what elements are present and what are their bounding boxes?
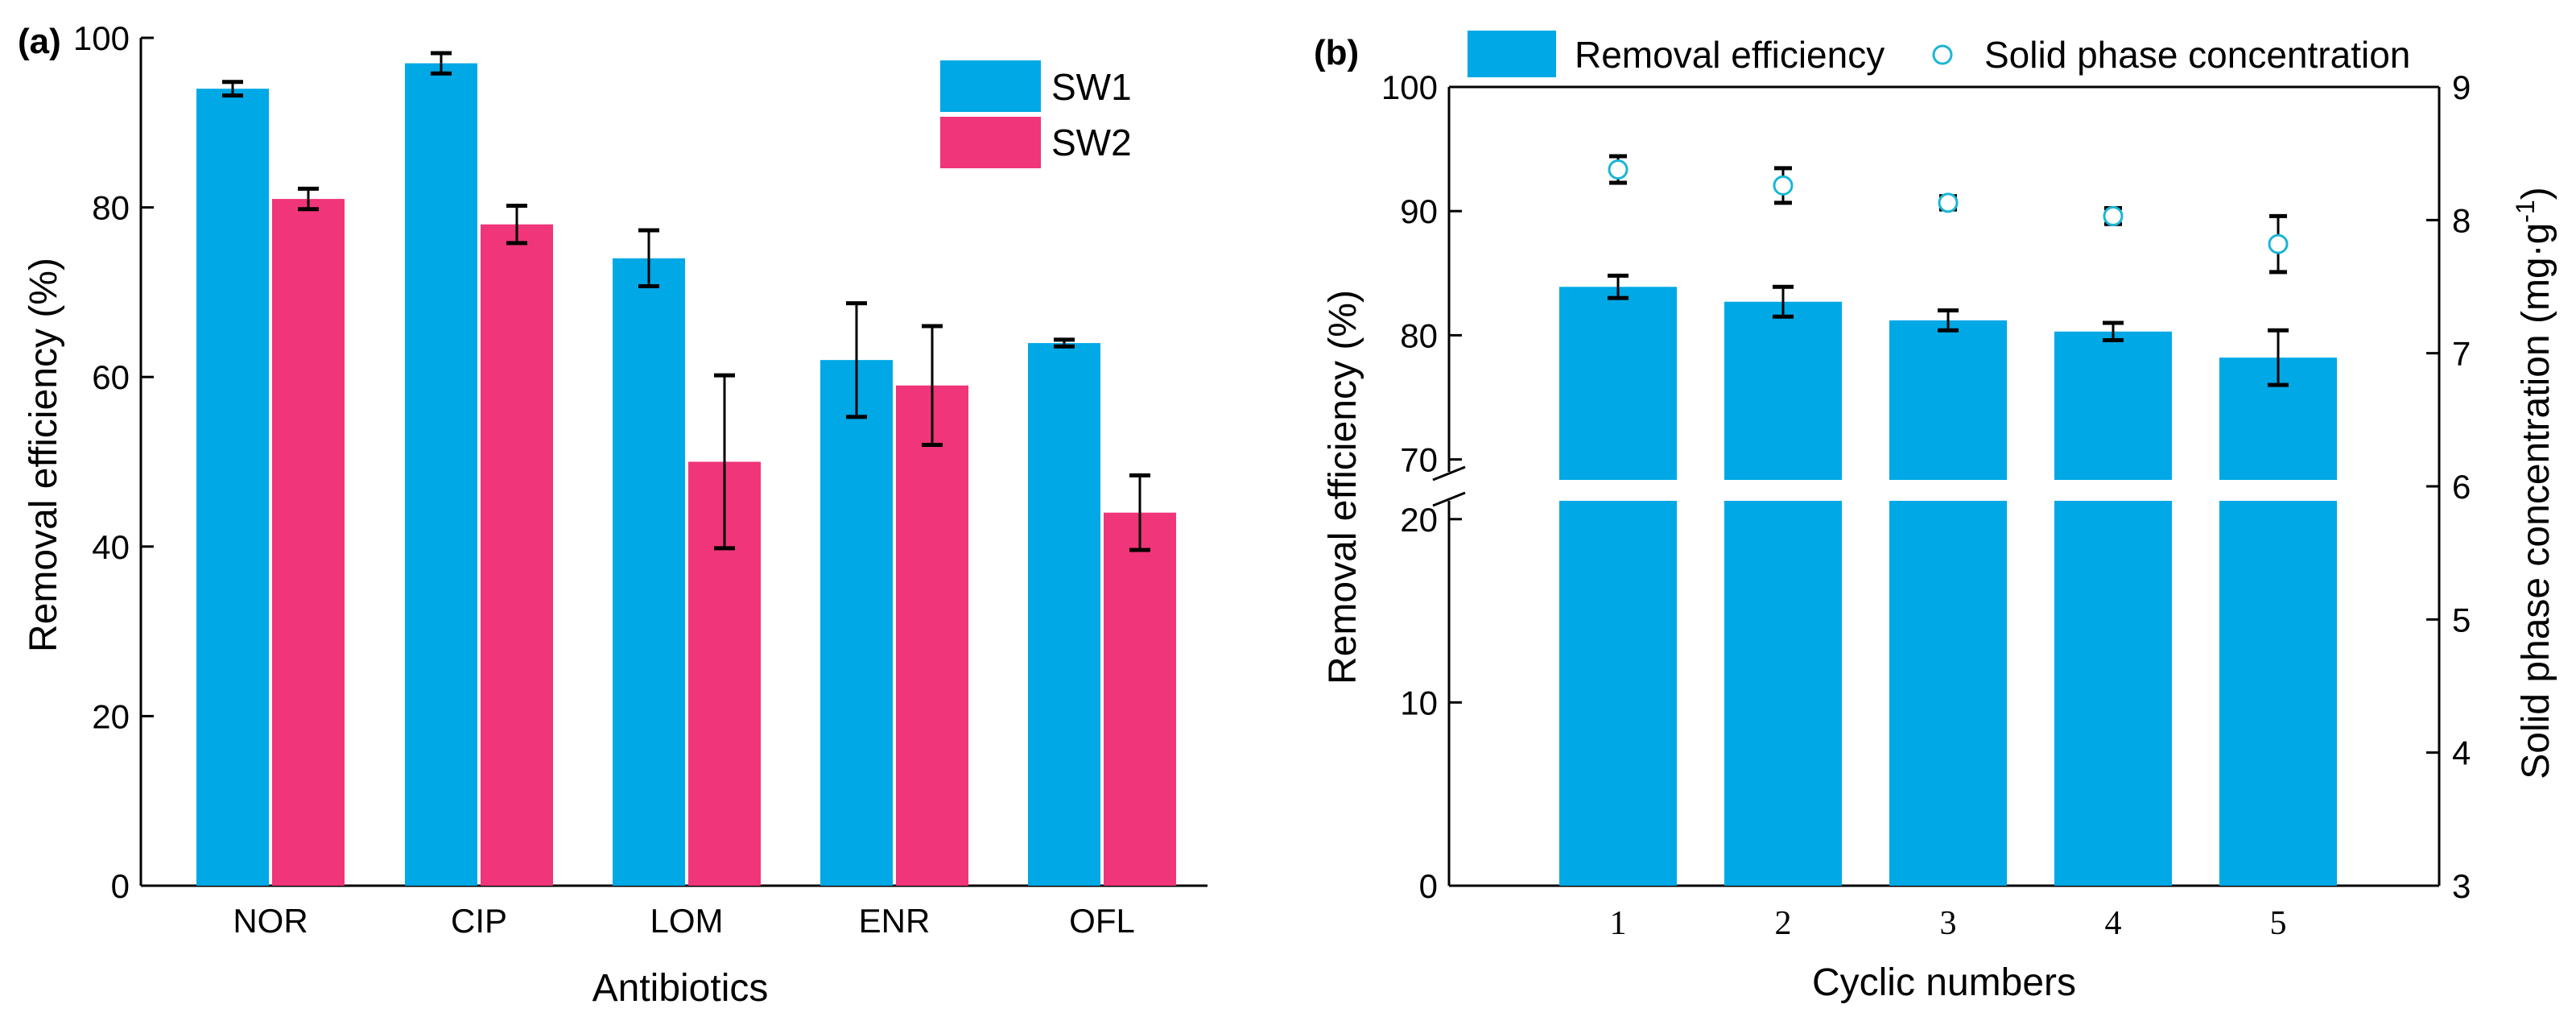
b-bar-upper (2054, 331, 2172, 480)
legend-swatch-removal (1468, 31, 1556, 77)
a-y-tick-label: 100 (73, 19, 130, 57)
b-y2-tick-label: 4 (2452, 734, 2471, 772)
a-x-tick-label: CIP (451, 902, 507, 940)
b-y-tick-label: 0 (1419, 867, 1438, 905)
b-point (1938, 192, 1959, 213)
a-bar-sw1 (405, 63, 477, 887)
b-y-tick-label: 80 (1400, 316, 1438, 354)
a-bar-sw2 (272, 199, 345, 886)
b-point (2268, 234, 2289, 254)
b-bar-lower (2054, 501, 2172, 886)
legend-label-sw1: SW1 (1051, 66, 1132, 108)
legend-label-removal: Removal efficiency (1575, 34, 1885, 76)
a-x-ticks: NOR CIP LOM ENR OFL (233, 902, 1135, 940)
b-y-tick-label: 100 (1381, 68, 1438, 106)
b-points (1608, 154, 2289, 275)
b-y-tick-label: 70 (1400, 441, 1438, 479)
b-y2-title-main: Solid phase concentration (mg·g (2515, 223, 2557, 779)
b-x-title: Cyclic numbers (1812, 961, 2076, 1004)
a-bar-sw1 (820, 360, 893, 886)
b-break-mark-top (1432, 465, 1466, 482)
b-y2-tick-label: 8 (2452, 201, 2471, 239)
b-x-tick-label: 3 (1940, 905, 1957, 942)
legend-swatch-sw1 (940, 60, 1041, 112)
a-y-title: Removal efficiency (%) (23, 258, 65, 652)
a-x-tick-label: LOM (650, 902, 723, 940)
b-bar-lower (1889, 501, 2007, 886)
b-bars (1559, 273, 2337, 886)
panel-a: (a) 0 20 40 60 80 100 NOR CIP LOM ENR OFL Antibio… (18, 19, 1208, 1010)
b-y-tick-label: 20 (1400, 501, 1438, 539)
b-y2-title-end: ) (2515, 187, 2557, 200)
b-y-tick-label: 10 (1400, 684, 1438, 721)
a-y-tick-label: 0 (111, 867, 130, 905)
b-y2-title-sup: -1 (2511, 200, 2540, 222)
b-y2-tick-label: 9 (2452, 68, 2471, 106)
a-bars (196, 51, 1176, 887)
a-y-tick-label: 80 (92, 189, 130, 227)
panel-b: (b) 0 10 20 70 80 90 100 3 4 5 6 7 8 9 1 2 3 4 5 Cyclic … (1314, 31, 2557, 1004)
b-y2-tick-label: 7 (2452, 335, 2471, 373)
b-bar-lower (1724, 501, 1842, 886)
b-x-ticks: 1 2 3 4 5 (1610, 905, 2287, 942)
b-bar-upper (1889, 320, 2007, 480)
a-bar-sw2 (481, 224, 553, 886)
b-x-tick-label: 2 (1775, 905, 1792, 942)
legend-label-solid: Solid phase concentration (1984, 34, 2410, 76)
b-x-tick-label: 1 (1610, 905, 1627, 942)
b-y2-tick-label: 6 (2452, 468, 2471, 506)
a-x-tick-label: NOR (233, 902, 308, 940)
a-x-tick-label: OFL (1069, 902, 1135, 940)
a-y-tick-label: 20 (92, 697, 130, 735)
legend-label-sw2: SW2 (1051, 122, 1132, 163)
panel-b-label: (b) (1314, 33, 1359, 72)
b-bar-lower (2219, 501, 2337, 886)
b-y2-ticks: 3 4 5 6 7 8 9 (2426, 68, 2471, 905)
b-point (1773, 175, 1794, 196)
b-point (1608, 159, 1629, 180)
a-bar-sw1 (1028, 343, 1100, 887)
b-x-tick-label: 5 (2270, 905, 2287, 942)
a-x-title: Antibiotics (592, 967, 769, 1010)
a-bar-sw1 (196, 89, 269, 887)
b-y-tick-label: 90 (1400, 192, 1438, 230)
b-bar-lower (1559, 501, 1677, 886)
b-y-ticks: 0 10 20 70 80 90 100 (1381, 68, 1462, 905)
b-y2-tick-label: 3 (2452, 867, 2471, 905)
b-point (2103, 205, 2124, 226)
a-bar-sw2 (896, 385, 968, 887)
a-y-tick-label: 40 (92, 528, 130, 566)
b-y2-title: Solid phase concentration (mg·g-1) (2511, 187, 2557, 779)
b-bar-upper (1559, 287, 1677, 480)
a-y-ticks: 0 20 40 60 80 100 (73, 19, 154, 905)
a-bar-sw1 (613, 258, 685, 886)
b-y-title: Removal efficiency (%) (1322, 290, 1364, 684)
legend-marker-solid (1932, 44, 1953, 65)
b-break-mark-bottom (1432, 491, 1466, 507)
b-bar-upper (1724, 301, 1842, 480)
legend-swatch-sw2 (940, 117, 1041, 168)
a-x-tick-label: ENR (859, 902, 931, 940)
b-y2-tick-label: 5 (2452, 601, 2471, 639)
a-y-tick-label: 60 (92, 358, 130, 396)
b-x-tick-label: 4 (2105, 905, 2122, 942)
a-bar-sw2 (1104, 512, 1176, 886)
panel-a-label: (a) (18, 22, 61, 61)
